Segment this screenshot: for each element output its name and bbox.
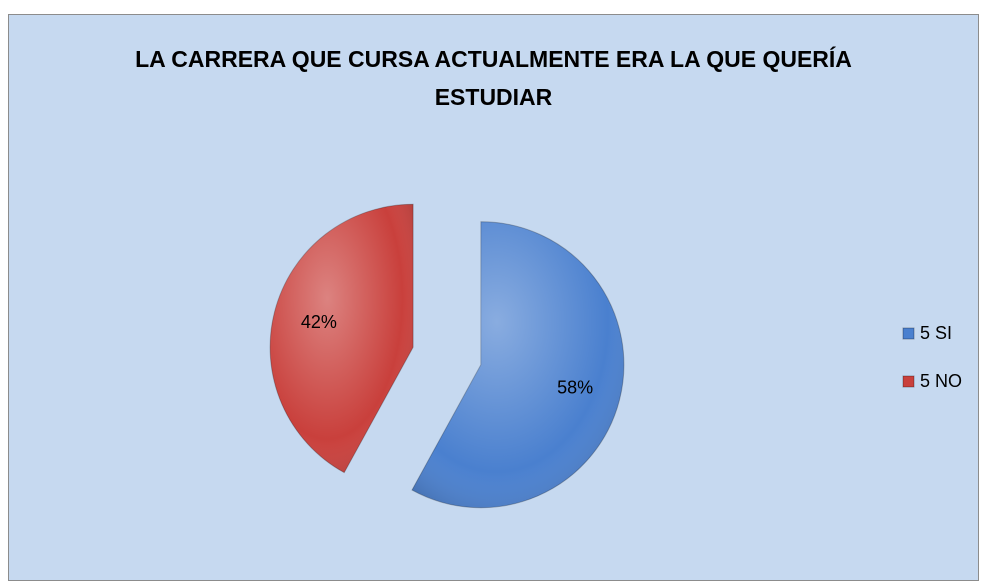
legend-swatch <box>902 375 915 388</box>
legend-label: 5 NO <box>920 371 962 391</box>
data-label: 58% <box>557 378 593 398</box>
chart-title: LA CARRERA QUE CURSA ACTUALMENTE ERA LA … <box>135 46 852 110</box>
legend-label: 5 SI <box>920 323 952 343</box>
data-label: 42% <box>301 312 337 332</box>
legend-swatch <box>902 327 915 340</box>
